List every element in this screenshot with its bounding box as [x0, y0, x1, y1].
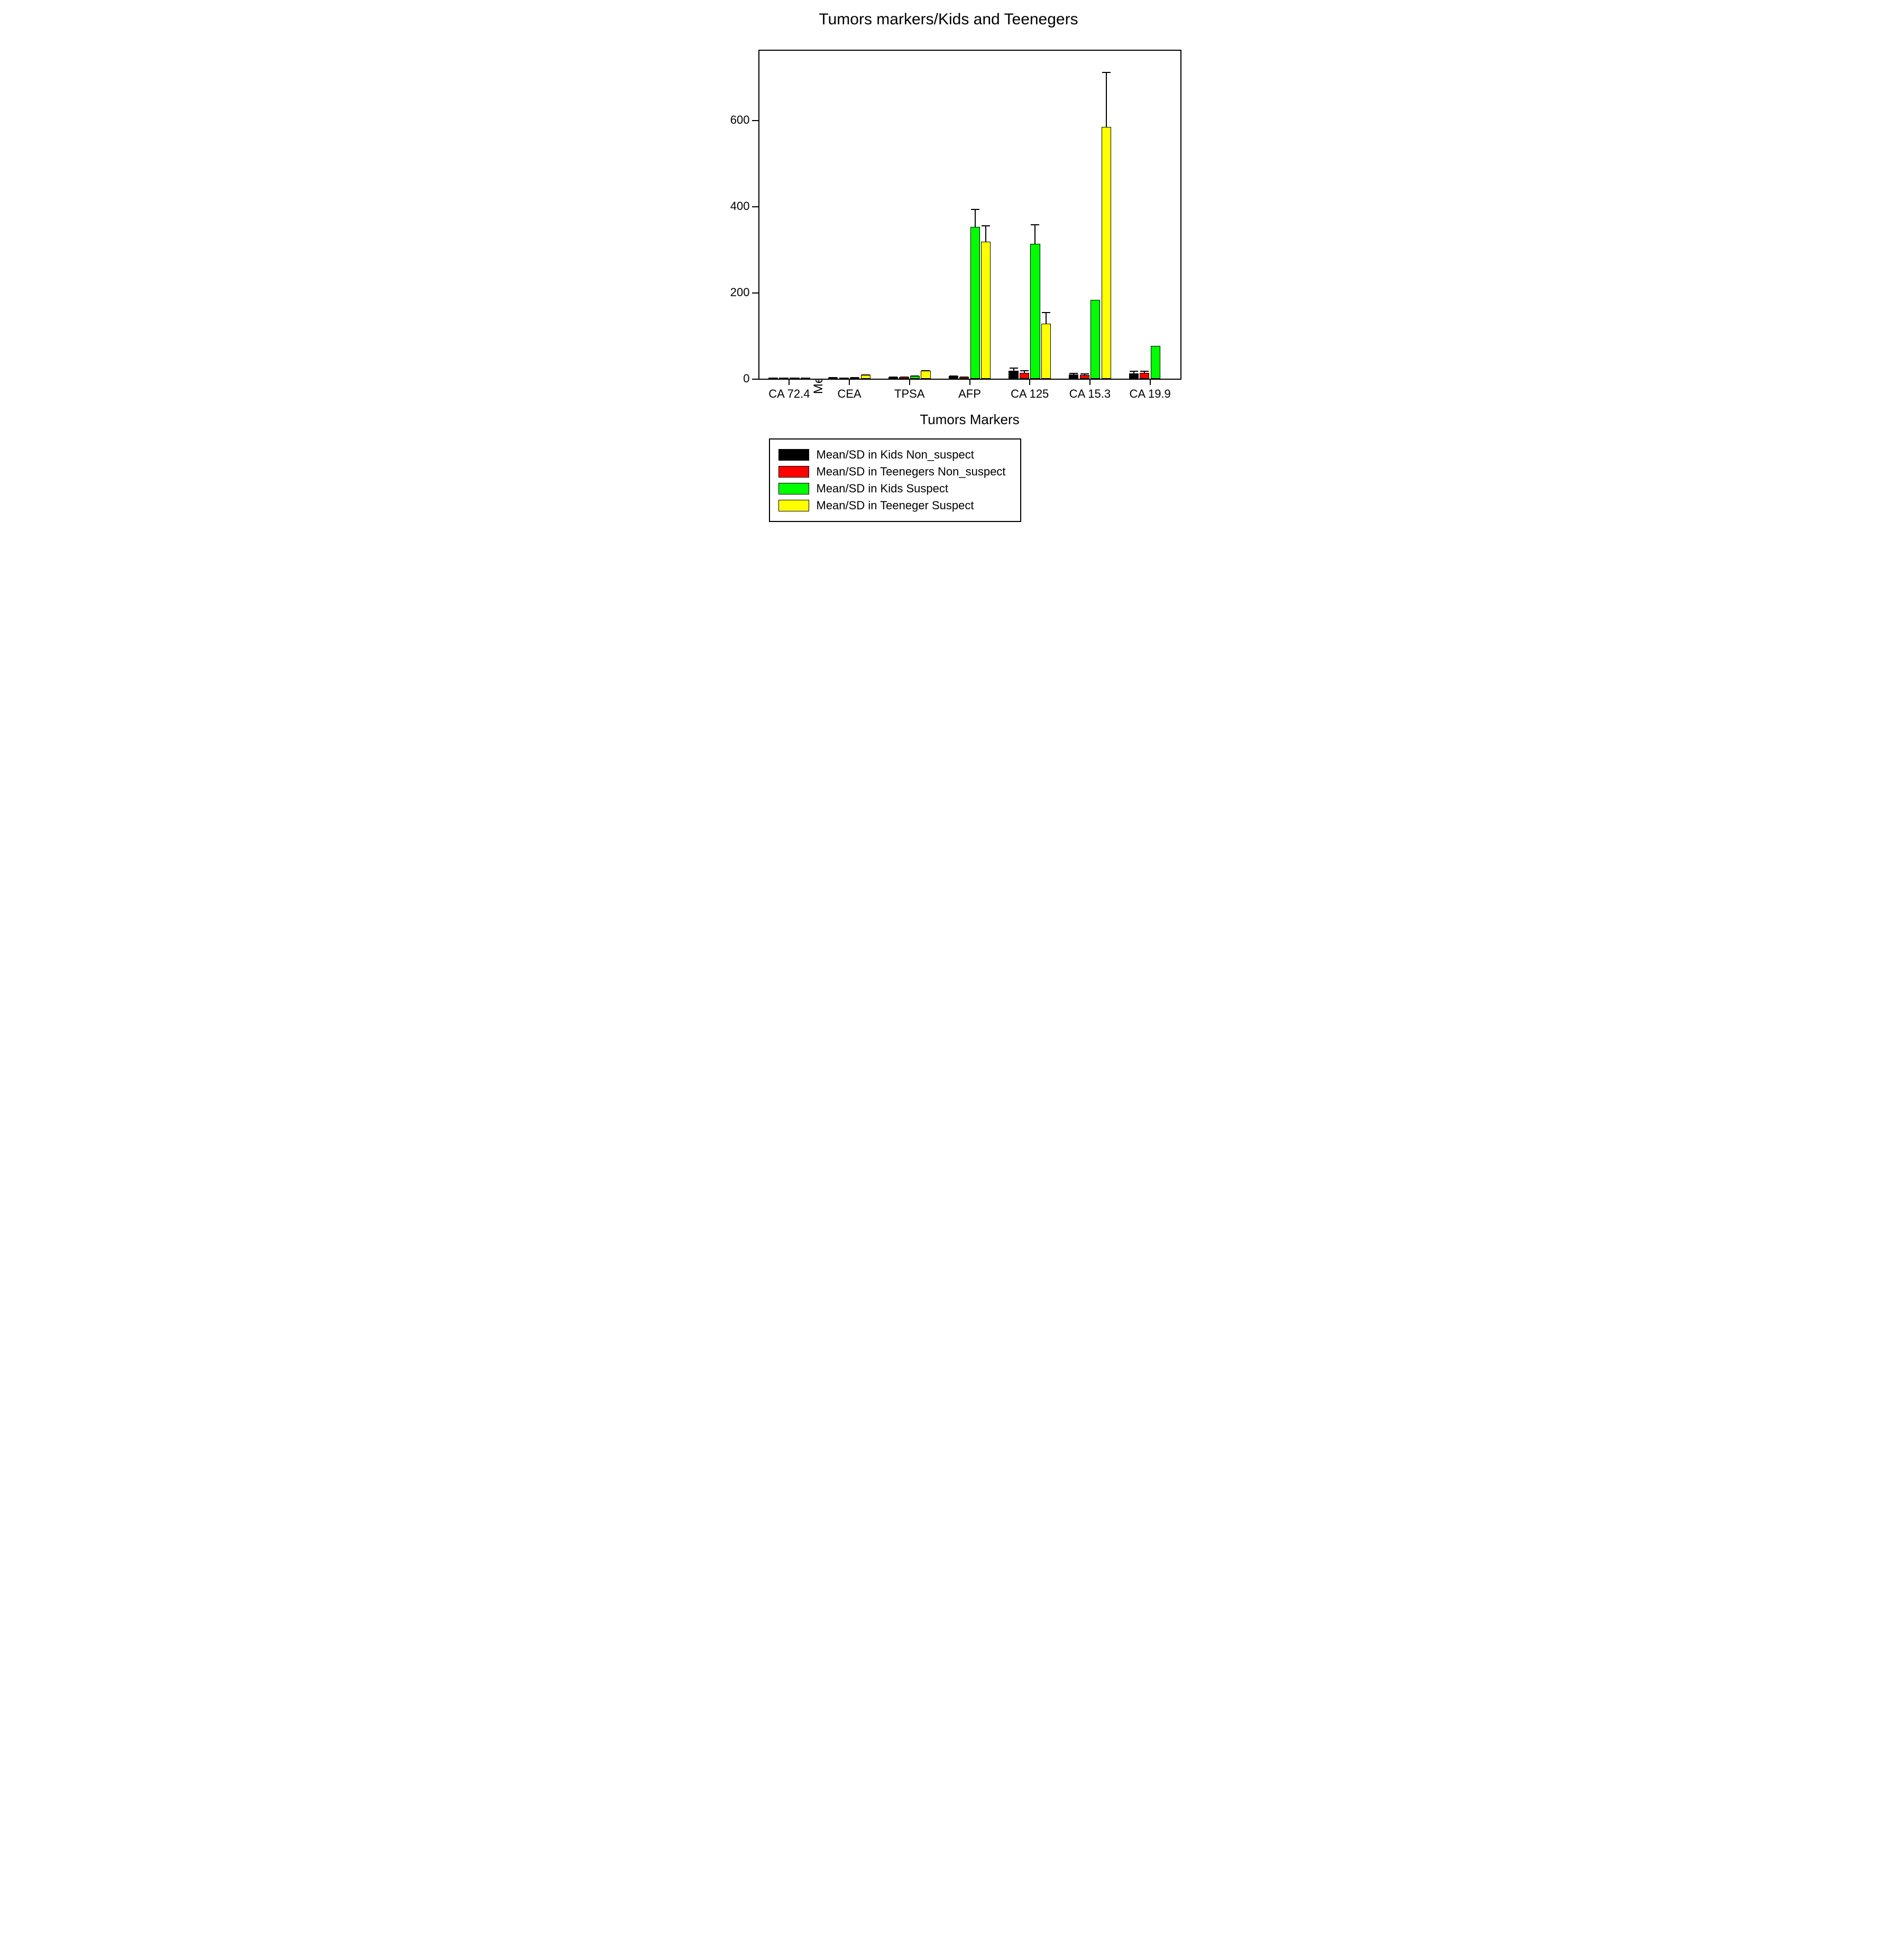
error-cap — [769, 378, 777, 379]
y-tick — [752, 120, 759, 121]
legend-label: Mean/SD in Kids Suspect — [817, 482, 948, 496]
error-cap — [1140, 371, 1149, 372]
x-axis-label: Tumors Markers — [758, 411, 1181, 428]
error-cap — [829, 377, 837, 378]
legend-swatch — [778, 483, 809, 494]
legend-item: Mean/SD in Teeneger Suspect — [778, 499, 1006, 512]
error-cap — [1102, 72, 1111, 73]
error-cap — [921, 370, 930, 371]
error-cap — [1069, 373, 1078, 374]
bar — [1041, 324, 1051, 379]
chart-page: Tumors markers/Kids and Teenegers Means/… — [684, 0, 1213, 533]
error-cap — [1042, 312, 1050, 313]
legend-item: Mean/SD in Teenegers Non_suspect — [778, 465, 1006, 479]
x-tick — [789, 379, 790, 385]
legend-item: Mean/SD in Kids Non_suspect — [778, 448, 1006, 462]
error-cap — [862, 374, 870, 375]
plot-area: 0200400600 CA 72.4CEATPSAAFPCA 125CA 15.… — [758, 50, 1181, 380]
legend-swatch — [778, 466, 809, 478]
error-cap — [982, 225, 990, 226]
error-cap — [1080, 373, 1089, 374]
x-tick — [1089, 379, 1090, 385]
error-cap — [1020, 370, 1029, 371]
y-tick — [752, 379, 759, 380]
error-cap — [850, 377, 859, 378]
error-cap — [1010, 368, 1018, 369]
x-tick — [909, 379, 910, 385]
x-tick — [1029, 379, 1030, 385]
error-cap — [840, 378, 848, 379]
x-tick — [969, 379, 970, 385]
legend-swatch — [778, 449, 809, 461]
y-tick-label: 0 — [743, 372, 749, 386]
x-tick-label: TPSA — [894, 387, 924, 401]
x-tick-label: CEA — [837, 387, 861, 401]
x-tick — [1150, 379, 1151, 385]
error-cap — [960, 377, 968, 378]
bar — [1090, 300, 1100, 379]
error-cap — [971, 209, 979, 210]
bar — [1102, 127, 1111, 379]
y-tick — [752, 292, 759, 294]
error-bar — [1106, 72, 1107, 127]
y-tick-label: 600 — [730, 113, 750, 127]
y-tick — [752, 206, 759, 207]
error-bar — [1034, 224, 1035, 244]
error-cap — [780, 378, 788, 379]
legend-label: Mean/SD in Teenegers Non_suspect — [817, 465, 1006, 479]
x-tick-label: CA 72.4 — [768, 387, 810, 401]
bar — [1020, 373, 1029, 379]
error-cap — [900, 377, 909, 378]
error-cap — [1130, 371, 1138, 372]
bar — [1151, 346, 1160, 379]
x-tick-label: CA 125 — [1011, 387, 1049, 401]
chart-wrap: Means/SD for groups(Kids/Teenegers) 0200… — [758, 50, 1181, 522]
error-cap — [1031, 224, 1039, 225]
bar — [970, 227, 980, 379]
x-tick — [849, 379, 850, 385]
legend-label: Mean/SD in Kids Non_suspect — [817, 448, 974, 462]
bar — [1009, 371, 1018, 379]
error-cap — [791, 378, 799, 379]
bar — [921, 371, 930, 379]
bar — [1129, 373, 1139, 379]
error-cap — [801, 378, 810, 379]
chart-title: Tumors markers/Kids and Teenegers — [695, 11, 1203, 29]
y-tick-label: 400 — [730, 199, 750, 213]
bar — [981, 242, 991, 379]
error-cap — [911, 375, 919, 377]
legend-item: Mean/SD in Kids Suspect — [778, 482, 1006, 496]
error-bar — [985, 225, 986, 241]
legend: Mean/SD in Kids Non_suspect Mean/SD in Te… — [769, 438, 1022, 522]
x-tick-label: CA 15.3 — [1069, 387, 1111, 401]
error-cap — [949, 375, 958, 377]
y-tick-label: 200 — [730, 286, 750, 299]
bar — [1140, 373, 1149, 379]
bar — [1080, 375, 1089, 379]
bar — [1030, 244, 1040, 379]
error-bar — [975, 209, 976, 227]
legend-swatch — [778, 500, 809, 511]
bars-layer — [759, 51, 1180, 379]
bar — [1069, 374, 1078, 379]
x-tick-label: CA 19.9 — [1130, 387, 1171, 401]
error-cap — [889, 377, 897, 378]
error-bar — [1046, 312, 1047, 323]
legend-label: Mean/SD in Teeneger Suspect — [817, 499, 974, 512]
x-tick-label: AFP — [958, 387, 981, 401]
